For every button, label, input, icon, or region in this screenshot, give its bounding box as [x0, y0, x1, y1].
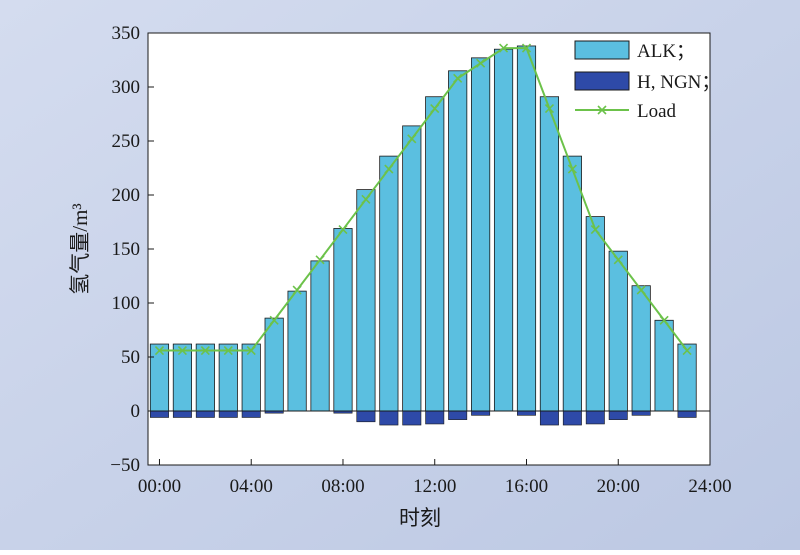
- bar-hngn: [172, 410, 192, 418]
- x-tick-label: 12:00: [413, 476, 456, 497]
- bar-hngn: [149, 410, 169, 418]
- load-marker: [292, 285, 302, 295]
- legend: ALK； H, NGN； Load: [574, 40, 720, 122]
- load-marker: [453, 73, 463, 83]
- y-tick-label: 100: [112, 293, 141, 314]
- bar-alk: [287, 290, 307, 412]
- bar-hngn: [402, 410, 422, 426]
- load-marker: [384, 164, 394, 174]
- bar-hngn: [677, 410, 697, 418]
- bars: [149, 45, 697, 426]
- legend-marker-load: [597, 105, 607, 115]
- bar-alk: [539, 96, 560, 412]
- bar-hngn: [562, 410, 582, 426]
- y-tick-label: 150: [112, 239, 141, 260]
- load-line: [159, 47, 688, 352]
- x-axis-label: 时刻: [399, 506, 441, 530]
- legend-label-hngn: H, NGN；: [637, 72, 720, 93]
- bar-hngn: [448, 410, 468, 420]
- load-marker: [567, 164, 577, 174]
- y-axis: −50 0 50 100 150 200 250 300 350: [110, 23, 154, 476]
- bar-alk: [631, 285, 651, 412]
- x-tick-label: 20:00: [597, 476, 640, 497]
- bar-hngn: [195, 410, 215, 418]
- bar-alk: [172, 343, 192, 412]
- load-marker: [659, 315, 669, 325]
- bar-hngn: [471, 410, 491, 416]
- load-line-group: [154, 43, 692, 356]
- load-marker: [407, 134, 417, 144]
- bar-hngn: [608, 410, 628, 420]
- bar-alk: [448, 70, 468, 412]
- bar-alk: [402, 125, 422, 412]
- bar-alk: [585, 216, 605, 412]
- legend-label-alk: ALK；: [637, 41, 695, 62]
- load-marker: [246, 345, 256, 356]
- bar-alk: [356, 189, 376, 412]
- bar-hngn: [631, 410, 651, 416]
- load-marker: [682, 345, 692, 356]
- load-marker: [590, 224, 600, 235]
- legend-swatch-alk: [574, 40, 630, 60]
- bar-alk: [149, 343, 170, 412]
- load-marker: [521, 43, 532, 53]
- legend-swatch-hngn: [574, 71, 630, 91]
- bar-hngn: [356, 410, 376, 423]
- load-marker: [177, 345, 187, 356]
- x-tick-label: 04:00: [230, 476, 273, 497]
- bar-alk: [379, 155, 399, 412]
- bar-hngn: [585, 410, 605, 425]
- load-marker: [361, 194, 371, 204]
- load-marker: [613, 255, 623, 265]
- bar-alk: [516, 45, 537, 412]
- bar-alk: [654, 319, 674, 412]
- x-tick-label: 24:00: [688, 476, 731, 497]
- x-tick-label: 16:00: [505, 476, 548, 497]
- y-axis-label: 氢气量/m³: [68, 203, 92, 294]
- load-marker: [476, 58, 486, 68]
- x-tick-label: 00:00: [138, 476, 181, 497]
- bar-alk: [333, 228, 353, 412]
- load-marker: [269, 315, 279, 325]
- bar-hngn: [241, 410, 261, 418]
- load-marker: [430, 104, 440, 114]
- load-marker: [544, 104, 554, 114]
- bar-alk: [608, 250, 628, 412]
- x-axis: 00:00 04:00 08:00 12:00 16:00 20:00 24:00: [138, 459, 732, 497]
- y-tick-label: 200: [112, 185, 141, 206]
- load-marker: [338, 224, 348, 235]
- y-tick-label: 250: [112, 131, 141, 152]
- load-marker: [223, 345, 233, 356]
- load-marker: [200, 345, 210, 356]
- y-tick-label: 300: [112, 77, 141, 98]
- bar-alk: [677, 343, 697, 412]
- bar-alk: [264, 317, 284, 412]
- bar-hngn: [218, 410, 238, 418]
- load-marker: [636, 285, 646, 295]
- y-tick-label: −50: [110, 455, 140, 476]
- bar-alk: [562, 155, 582, 412]
- bar-hngn: [539, 410, 559, 426]
- x-tick-label: 08:00: [321, 476, 364, 497]
- bar-alk: [195, 343, 215, 412]
- bar-alk: [471, 57, 491, 412]
- bar-alk: [310, 260, 330, 412]
- bar-alk: [241, 343, 261, 412]
- load-marker: [154, 345, 165, 356]
- y-tick-label: 50: [121, 347, 140, 368]
- bar-hngn: [425, 410, 445, 425]
- legend-label-load: Load: [637, 101, 677, 122]
- load-marker: [498, 43, 509, 53]
- bar-hngn: [517, 410, 536, 416]
- y-tick-label: 0: [131, 401, 141, 422]
- bar-alk: [218, 343, 238, 412]
- load-marker: [315, 255, 325, 265]
- bar-hngn: [379, 410, 399, 426]
- bar-alk: [425, 96, 445, 412]
- y-tick-label: 350: [112, 23, 141, 44]
- bar-alk: [493, 48, 514, 412]
